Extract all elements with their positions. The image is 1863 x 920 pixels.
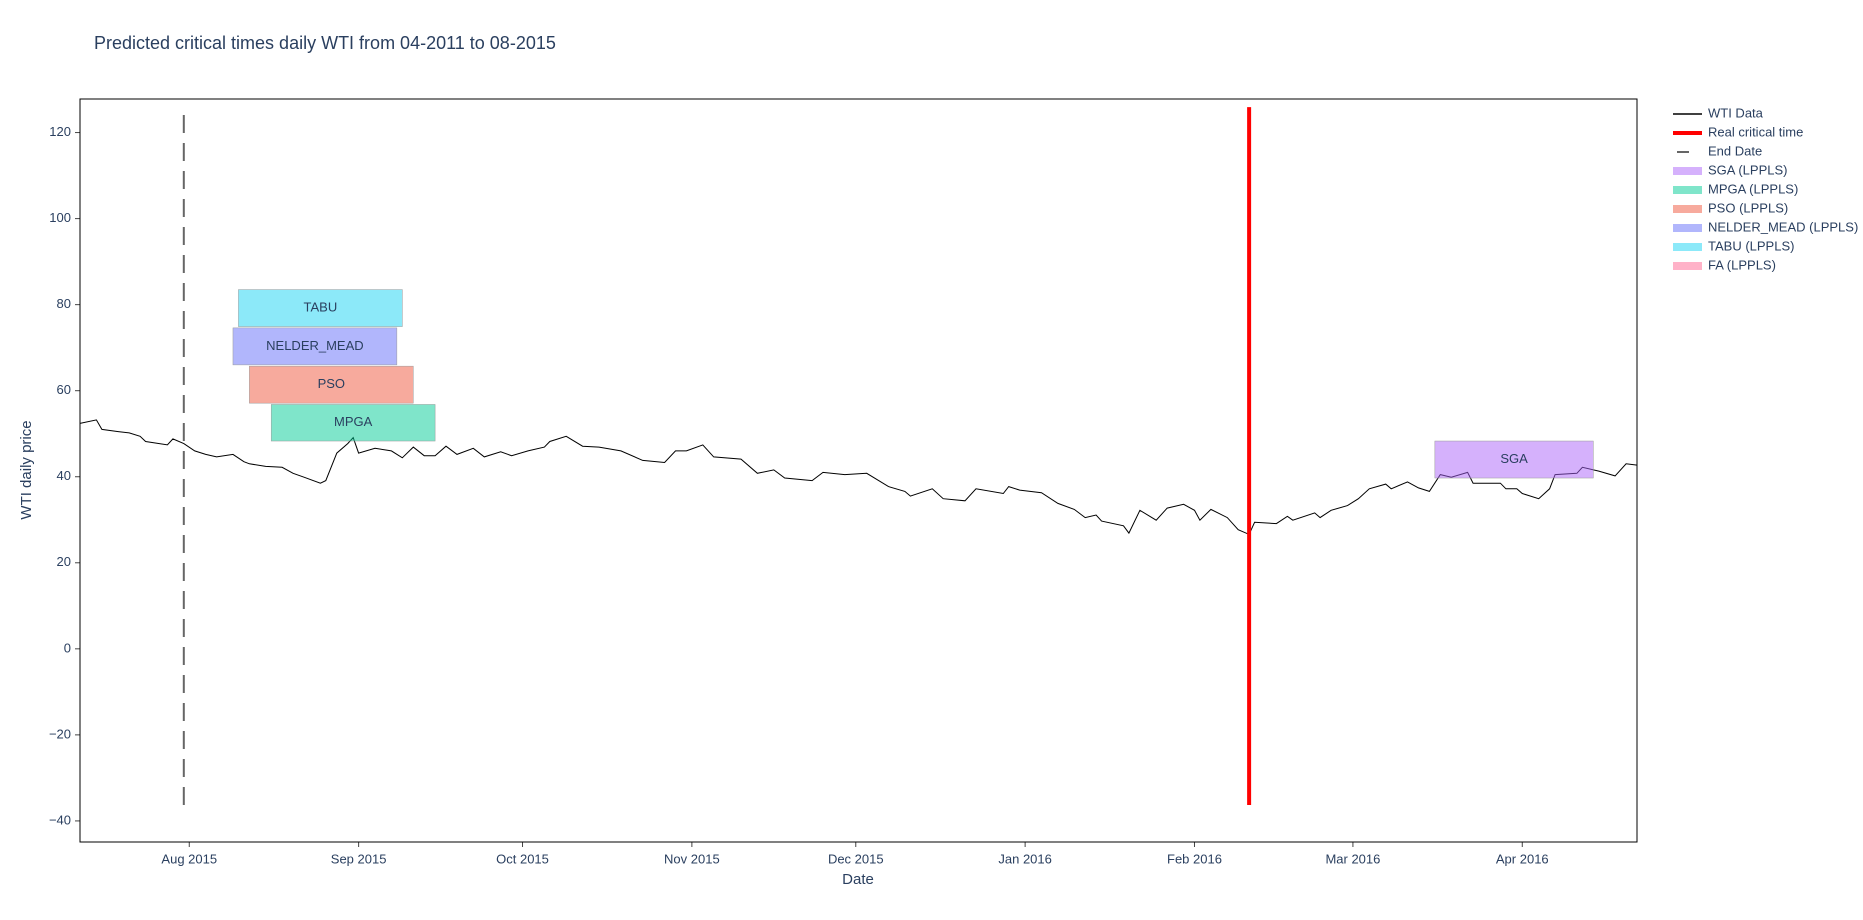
box-label: MPGA bbox=[334, 414, 373, 429]
prediction-box bbox=[249, 365, 414, 404]
x-tick-label: Mar 2016 bbox=[1325, 851, 1380, 866]
prediction-box bbox=[232, 327, 398, 366]
legend-swatch bbox=[1673, 262, 1702, 270]
y-tick-label: −20 bbox=[49, 726, 71, 741]
y-axis-label: WTI daily price bbox=[18, 420, 35, 519]
x-tick-label: Dec 2015 bbox=[828, 851, 884, 866]
chart-title: Predicted critical times daily WTI from … bbox=[94, 33, 556, 53]
x-tick-label: Feb 2016 bbox=[1167, 851, 1222, 866]
x-axis-label: Date bbox=[842, 871, 874, 888]
legend-label: FA (LPPLS) bbox=[1708, 257, 1776, 272]
y-tick-label: 0 bbox=[64, 640, 71, 655]
legend-label: Real critical time bbox=[1708, 124, 1803, 139]
box-label: NELDER_MEAD bbox=[266, 338, 364, 353]
prediction-box bbox=[1434, 440, 1594, 479]
line-series bbox=[79, 419, 1638, 536]
y-tick-label: 20 bbox=[57, 554, 71, 569]
prediction-box bbox=[270, 404, 436, 442]
legend-label: TABU (LPPLS) bbox=[1708, 238, 1794, 253]
y-tick-label: 80 bbox=[57, 296, 71, 311]
y-tick-label: 60 bbox=[57, 382, 71, 397]
y-tick-label: 120 bbox=[49, 124, 71, 139]
legend-swatch bbox=[1673, 243, 1702, 251]
legend-label: MPGA (LPPLS) bbox=[1708, 181, 1798, 196]
prediction-box bbox=[238, 289, 403, 327]
legend-label: NELDER_MEAD (LPPLS) bbox=[1708, 219, 1858, 234]
legend-swatch bbox=[1673, 167, 1702, 175]
legend-swatch bbox=[1673, 205, 1702, 213]
box-label: PSO bbox=[318, 376, 345, 391]
x-tick-label: Aug 2015 bbox=[161, 851, 217, 866]
x-tick-label: Nov 2015 bbox=[664, 851, 720, 866]
legend-swatch bbox=[1673, 186, 1702, 194]
box-label: TABU bbox=[304, 300, 338, 315]
legend-label: PSO (LPPLS) bbox=[1708, 200, 1788, 215]
x-tick-label: Sep 2015 bbox=[331, 851, 387, 866]
legend-label: End Date bbox=[1708, 143, 1762, 158]
x-tick-label: Oct 2015 bbox=[496, 851, 549, 866]
legend-label: WTI Data bbox=[1708, 105, 1764, 120]
legend-swatch bbox=[1673, 224, 1702, 232]
x-tick-label: Jan 2016 bbox=[998, 851, 1052, 866]
y-tick-label: 100 bbox=[49, 210, 71, 225]
y-tick-label: 40 bbox=[57, 468, 71, 483]
x-tick-label: Apr 2016 bbox=[1496, 851, 1549, 866]
legend-label: SGA (LPPLS) bbox=[1708, 162, 1787, 177]
box-label: SGA bbox=[1500, 451, 1528, 466]
plot-border bbox=[79, 98, 1638, 843]
y-tick-label: −40 bbox=[49, 812, 71, 827]
